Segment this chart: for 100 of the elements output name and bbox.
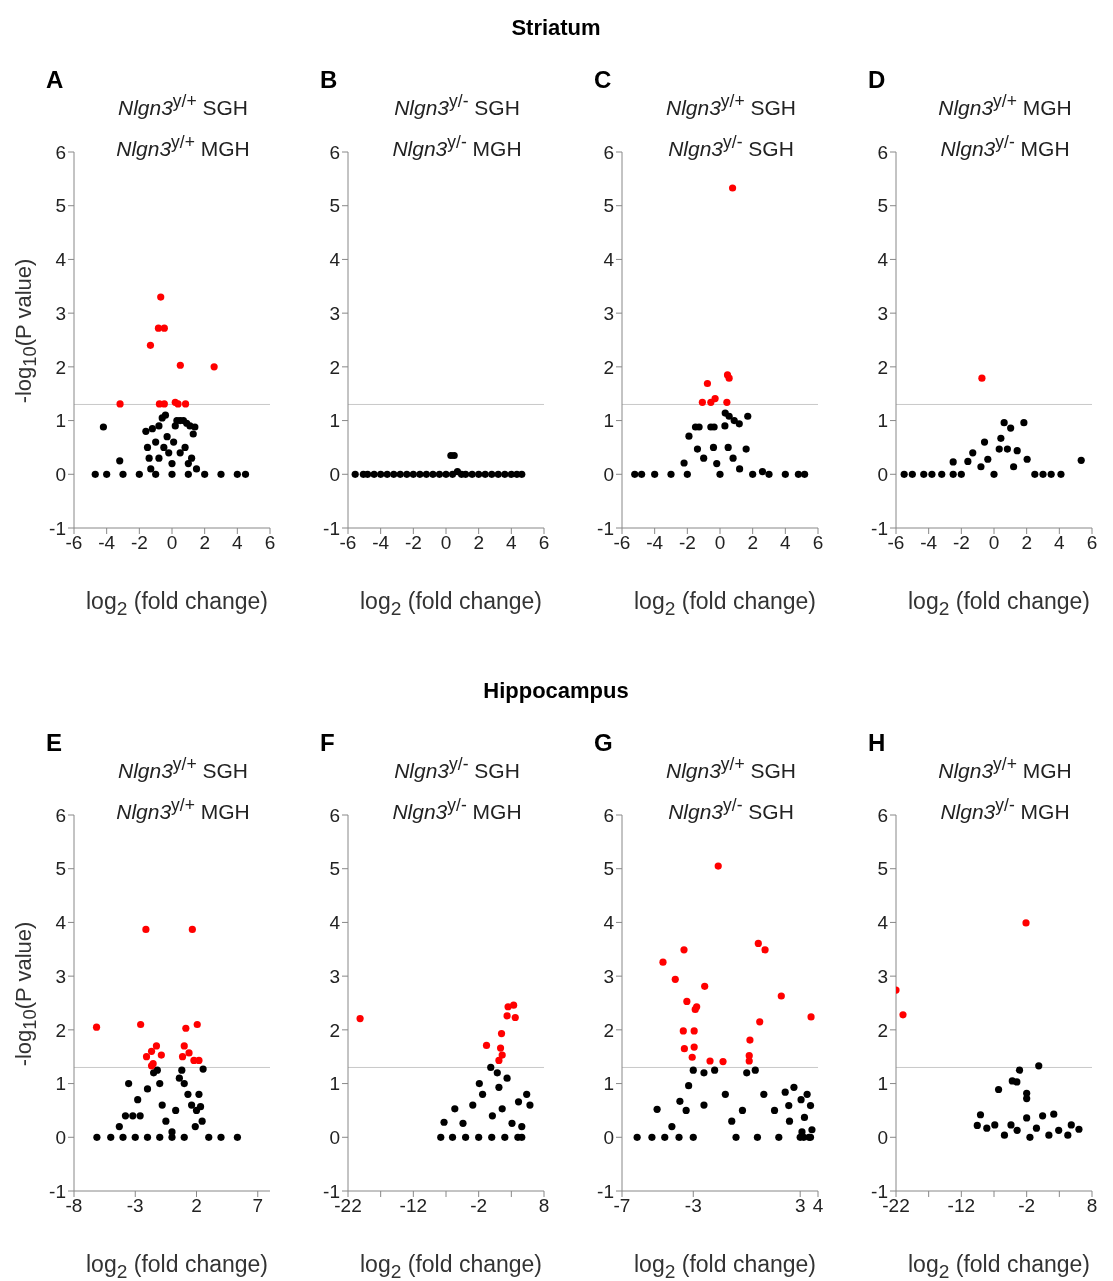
y-tick-label: 1 <box>329 410 340 432</box>
y-tick-label: 1 <box>55 410 66 432</box>
y-tick-label: -1 <box>871 517 888 539</box>
x-axis-title: log$_{2}$ (fold change) <box>85 588 269 620</box>
x-tick-label: 8 <box>1086 1195 1098 1217</box>
chart-title: Nlgn3$^{y/+}$ MGH <box>937 90 1073 121</box>
y-tick-label: 0 <box>329 1127 340 1149</box>
x-axis-title: log$_{2}$ (fold change) <box>633 1251 817 1281</box>
x-tick-label: -4 <box>646 532 664 554</box>
x-axis-title: log$_{2}$ (fold change) <box>633 588 817 620</box>
x-tick-label: -2 <box>470 1195 488 1217</box>
y-tick-label: 4 <box>55 912 67 934</box>
y-tick-label: 4 <box>877 912 889 934</box>
x-tick-label: -2 <box>678 532 696 554</box>
x-tick-label: 6 <box>538 532 550 554</box>
y-tick-label: 0 <box>55 464 66 486</box>
x-axis-title: log$_{2}$ (fold change) <box>907 588 1091 620</box>
x-tick-label: -6 <box>887 532 905 554</box>
text: E <box>46 729 63 757</box>
x-tick-label: -7 <box>613 1195 631 1217</box>
x-tick-label: -2 <box>952 532 970 554</box>
y-tick-label: 4 <box>603 912 615 934</box>
y-tick-label: 3 <box>603 302 614 324</box>
x-tick-label: -12 <box>947 1195 976 1217</box>
x-tick-label: -4 <box>98 532 116 554</box>
text: F <box>320 729 335 757</box>
y-tick-label: 2 <box>55 1019 66 1041</box>
x-tick-label: 0 <box>714 532 726 554</box>
y-tick-label: -1 <box>323 517 340 539</box>
y-tick-label: 0 <box>329 464 340 486</box>
y-tick-label: 6 <box>329 804 340 826</box>
x-axis-title: log$_{2}$ (fold change) <box>359 1251 543 1281</box>
chart-title: Nlgn3$^{y/+}$ SGH <box>664 753 798 784</box>
y-tick-label: 3 <box>603 965 614 987</box>
x-tick-label: -2 <box>404 532 422 554</box>
x-tick-label: 4 <box>1054 532 1066 554</box>
x-axis-title: log$_{2}$ (fold change) <box>85 1251 269 1281</box>
y-tick-label: 1 <box>55 1073 66 1095</box>
y-tick-label: 5 <box>55 858 66 880</box>
y-tick-label: 2 <box>877 1019 888 1041</box>
y-tick-label: 5 <box>877 858 888 880</box>
x-tick-label: -4 <box>372 532 390 554</box>
y-tick-label: -1 <box>323 1180 340 1202</box>
y-tick-label: 0 <box>55 1127 66 1149</box>
x-tick-label: 3 <box>794 1195 806 1217</box>
y-tick-label: 2 <box>329 1019 340 1041</box>
y-tick-label: 1 <box>877 410 888 432</box>
x-tick-label: 2 <box>191 1195 202 1217</box>
x-tick-label: -2 <box>130 532 148 554</box>
chart-title: Nlgn3$^{y/+}$ MGH <box>937 753 1073 784</box>
chart-subtitle: Nlgn3$^{y/-}$ SGH <box>667 131 795 162</box>
y-tick-label: 6 <box>603 141 614 163</box>
x-tick-label: 2 <box>199 532 210 554</box>
x-tick-label: 6 <box>264 532 276 554</box>
y-tick-label: -1 <box>597 517 614 539</box>
chart-subtitle: Nlgn3$^{y/-}$ MGH <box>391 794 523 825</box>
text: H <box>868 729 886 757</box>
y-tick-label: 5 <box>55 195 66 217</box>
x-tick-label: -12 <box>399 1195 428 1217</box>
y-tick-label: 6 <box>877 804 888 826</box>
y-tick-label: 6 <box>877 141 888 163</box>
y-tick-label: 5 <box>877 195 888 217</box>
y-tick-label: 0 <box>603 464 614 486</box>
y-tick-label: -1 <box>49 1180 66 1202</box>
chart-subtitle: Nlgn3$^{y/+}$ MGH <box>115 794 251 825</box>
text: Striatum <box>510 14 602 42</box>
x-tick-label: 4 <box>812 1195 824 1217</box>
y-tick-label: 1 <box>329 1073 340 1095</box>
y-tick-label: 4 <box>329 249 341 271</box>
x-tick-label: 4 <box>780 532 792 554</box>
y-tick-label: 5 <box>603 195 614 217</box>
y-tick-label: 4 <box>877 249 889 271</box>
chart-title: Nlgn3$^{y/+}$ SGH <box>116 90 250 121</box>
chart-title: Nlgn3$^{y/+}$ SGH <box>664 90 798 121</box>
y-tick-label: 3 <box>55 965 66 987</box>
x-tick-label: -6 <box>613 532 631 554</box>
y-tick-label: 6 <box>55 141 66 163</box>
y-tick-label: -1 <box>597 1180 614 1202</box>
x-tick-label: 0 <box>988 532 1000 554</box>
x-tick-label: 0 <box>166 532 178 554</box>
y-tick-label: 1 <box>603 410 614 432</box>
y-tick-label: -1 <box>49 517 66 539</box>
y-tick-label: 2 <box>877 356 888 378</box>
chart-subtitle: Nlgn3$^{y/-}$ MGH <box>939 131 1071 162</box>
x-tick-label: 2 <box>1021 532 1032 554</box>
text: A <box>46 66 64 94</box>
x-tick-label: 8 <box>538 1195 550 1217</box>
y-tick-label: 1 <box>877 1073 888 1095</box>
y-tick-label: 0 <box>877 1127 888 1149</box>
y-tick-label: 2 <box>329 356 340 378</box>
x-tick-label: -2 <box>1018 1195 1036 1217</box>
y-tick-label: 4 <box>55 249 67 271</box>
y-tick-label: 6 <box>55 804 66 826</box>
y-tick-label: 3 <box>877 302 888 324</box>
y-tick-label: 3 <box>329 965 340 987</box>
x-tick-label: 0 <box>440 532 452 554</box>
x-axis-title: log$_{2}$ (fold change) <box>359 588 543 620</box>
y-tick-label: 5 <box>329 858 340 880</box>
chart-subtitle: Nlgn3$^{y/+}$ MGH <box>115 131 251 162</box>
y-tick-label: 2 <box>55 356 66 378</box>
